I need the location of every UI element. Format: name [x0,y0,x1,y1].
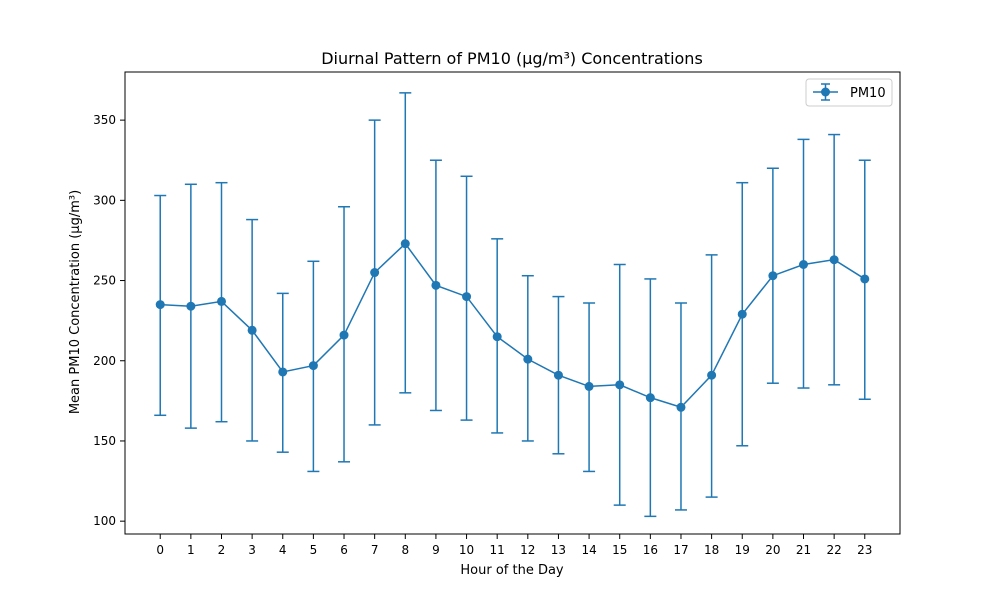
data-point [799,260,809,269]
data-point [645,393,655,403]
data-point [400,239,410,249]
x-tick-label: 23 [857,543,872,557]
x-tick-label: 0 [156,543,164,557]
data-point [829,255,839,265]
x-tick-label: 4 [279,543,287,557]
data-point [370,268,380,278]
y-axis-label: Mean PM10 Concentration (µg/m³) [68,190,83,414]
x-tick-label: 3 [248,543,256,557]
y-tick-label: 350 [93,113,116,127]
chart-title: Diurnal Pattern of PM10 (µg/m³) Concentr… [321,49,703,68]
x-tick-label: 1 [187,543,195,557]
x-tick-label: 21 [796,543,811,557]
x-tick-label: 7 [371,543,379,557]
x-tick-label: 8 [401,543,409,557]
data-point [155,300,165,310]
x-tick-label: 17 [673,543,688,557]
y-tick-label: 100 [93,514,116,528]
legend-marker [821,87,830,97]
data-point [615,380,625,390]
x-tick-label: 16 [643,543,658,557]
x-axis-label: Hour of the Day [460,563,564,578]
plot-area: 0 1 2 3 4 5 6 7 8 9 10 11 12 13 14 15 16 17 18 19 20 21 22 2310… [93,71,901,557]
data-point [737,309,747,319]
data-point [431,280,441,290]
y-tick-label: 250 [93,274,116,288]
data-point [676,402,686,412]
data-point [860,274,870,284]
x-tick-label: 22 [826,543,841,557]
x-tick-label: 5 [310,543,318,557]
x-tick-label: 12 [520,543,535,557]
data-point [247,325,257,335]
data-point [553,370,563,380]
data-point [339,330,349,340]
legend: PM10 [805,78,893,107]
y-tick-label: 200 [93,354,116,368]
data-point [278,367,288,377]
data-point [216,296,226,306]
data-point [768,271,778,281]
x-tick-label: 11 [490,543,505,557]
y-tick-label: 300 [93,193,116,207]
x-tick-label: 13 [551,543,566,557]
x-tick-label: 10 [459,543,474,557]
x-tick-label: 2 [218,543,226,557]
x-tick-label: 19 [735,543,750,557]
x-tick-label: 9 [432,543,440,557]
legend-label-pm10: PM10 [850,86,886,101]
x-tick-label: 15 [612,543,627,557]
x-tick-label: 6 [340,543,348,557]
data-point [492,332,502,342]
data-point [707,370,717,380]
x-tick-label: 14 [581,543,596,557]
data-point [308,361,318,371]
data-point [584,381,594,391]
axes-frame [124,71,901,535]
data-point [523,354,533,364]
data-point [462,292,472,302]
data-point [186,301,196,311]
x-tick-label: 18 [704,543,719,557]
series-line-pm10 [160,242,866,409]
x-tick-label: 20 [765,543,780,557]
y-tick-label: 150 [93,434,116,448]
